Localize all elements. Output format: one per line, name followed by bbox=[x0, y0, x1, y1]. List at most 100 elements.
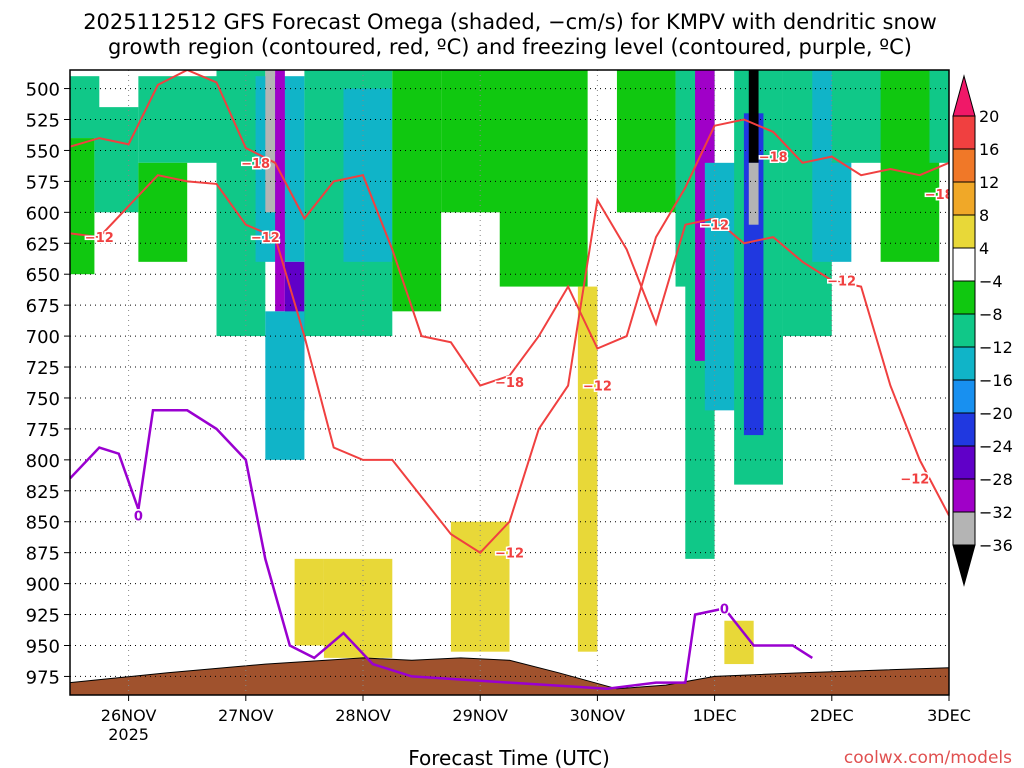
grid-layer bbox=[70, 70, 949, 695]
omega-cell-31 bbox=[323, 558, 393, 658]
label-minus12-e: −12 bbox=[700, 219, 729, 234]
x-tick-year-label: 2025 bbox=[108, 725, 149, 744]
y-tick-label-7: 675 bbox=[26, 296, 60, 317]
y-tick-label-14: 850 bbox=[26, 513, 60, 534]
credit-text: coolwx.com/models bbox=[844, 748, 1012, 768]
y-tick-label-11: 775 bbox=[26, 420, 60, 441]
colorbar-segment-11 bbox=[952, 478, 976, 513]
colorbar-top-arrow bbox=[952, 74, 976, 117]
omega-cell-29 bbox=[929, 70, 949, 163]
omega-cell-3 bbox=[138, 76, 217, 163]
colorbar-label-12: −32 bbox=[979, 503, 1013, 522]
omega-cell-7 bbox=[265, 70, 276, 213]
colorbar-label-1: 16 bbox=[979, 140, 999, 159]
y-tick-label-2: 550 bbox=[26, 141, 60, 162]
chart-title-line2: growth region (contoured, red, ºC) and f… bbox=[108, 35, 912, 59]
colorbar-label-8: −16 bbox=[979, 371, 1013, 390]
colorbar-segment-9 bbox=[952, 412, 976, 447]
x-tick-labels: 26NOV 27NOV 28NOV 29NOV 30NOV 1DEC 2DEC 3DEC 202… bbox=[101, 695, 971, 744]
colorbar-segment-3 bbox=[952, 214, 976, 249]
x-tick-label-0: 26NOV bbox=[101, 706, 157, 725]
colorbar-segment-6 bbox=[952, 313, 976, 348]
dgz-minus12-contour bbox=[70, 174, 949, 554]
colorbar-label-4: 4 bbox=[979, 239, 989, 258]
freezing-level-contour bbox=[70, 409, 813, 691]
x-tick-label-3: 29NOV bbox=[452, 706, 508, 725]
label-minus18-c: −18 bbox=[759, 151, 788, 166]
label-freezing-b: 0 bbox=[720, 602, 729, 617]
terrain-layer bbox=[70, 657, 949, 695]
y-tick-label-18: 950 bbox=[26, 636, 60, 657]
y-tick-label-9: 725 bbox=[26, 358, 60, 379]
label-minus12-a: −12 bbox=[85, 231, 114, 246]
omega-cell-13 bbox=[392, 70, 442, 312]
colorbar-label-9: −20 bbox=[979, 404, 1013, 423]
x-tick-label-1: 27NOV bbox=[218, 706, 274, 725]
omega-cell-10 bbox=[265, 311, 305, 460]
colorbar-label-5: −4 bbox=[979, 272, 1003, 291]
omega-cell-23 bbox=[748, 70, 759, 163]
omega-cell-32 bbox=[450, 521, 510, 652]
colorbar: 20 16 12 8 4 −4 −8 −12 −16 −20 −24 −28 −32 −36 bbox=[952, 74, 1013, 587]
chart-title-line1: 2025112512 GFS Forecast Omega (shaded, −… bbox=[83, 10, 937, 34]
colorbar-segment-0 bbox=[952, 115, 976, 150]
y-tick-label-5: 625 bbox=[26, 234, 60, 255]
omega-cell-1 bbox=[70, 138, 95, 275]
y-tick-label-16: 900 bbox=[26, 575, 60, 596]
colorbar-segment-12 bbox=[952, 511, 976, 546]
x-tick-label-7: 3DEC bbox=[927, 706, 971, 725]
y-tick-label-15: 875 bbox=[26, 544, 60, 565]
x-tick-label-6: 2DEC bbox=[810, 706, 854, 725]
omega-cell-16 bbox=[616, 70, 676, 213]
label-minus12-g: −12 bbox=[900, 472, 929, 487]
y-tick-label-19: 975 bbox=[26, 667, 60, 688]
x-tick-label-5: 1DEC bbox=[693, 706, 737, 725]
y-tick-labels: 500 525 550 575 600 625 650 675 700 725 750 775 800 8… bbox=[26, 80, 70, 688]
colorbar-label-13: −36 bbox=[979, 536, 1013, 555]
label-minus18-a: −18 bbox=[241, 157, 270, 172]
omega-cell-33 bbox=[577, 286, 598, 652]
y-tick-label-3: 575 bbox=[26, 172, 60, 193]
colorbar-segment-8 bbox=[952, 379, 976, 414]
x-tick-label-4: 30NOV bbox=[570, 706, 626, 725]
label-minus12-f: −12 bbox=[827, 274, 856, 289]
y-tick-label-4: 600 bbox=[26, 203, 60, 224]
omega-cell-30 bbox=[294, 558, 324, 646]
y-tick-label-12: 800 bbox=[26, 451, 60, 472]
y-tick-label-13: 825 bbox=[26, 482, 60, 503]
x-tick-label-2: 28NOV bbox=[335, 706, 391, 725]
label-minus18-d: −18 bbox=[925, 188, 954, 203]
y-tick-label-10: 750 bbox=[26, 389, 60, 410]
colorbar-label-0: 20 bbox=[979, 107, 999, 126]
omega-cell-2 bbox=[94, 107, 139, 213]
colorbar-label-3: 8 bbox=[979, 206, 989, 225]
label-freezing-a: 0 bbox=[134, 510, 143, 525]
plot-frame bbox=[69, 69, 950, 696]
colorbar-label-2: 12 bbox=[979, 173, 999, 192]
label-minus18-b: −18 bbox=[495, 376, 524, 391]
omega-cell-12 bbox=[343, 88, 393, 262]
colorbar-segment-2 bbox=[952, 181, 976, 216]
x-axis-label: Forecast Time (UTC) bbox=[408, 746, 610, 768]
dgz-minus18-contour bbox=[70, 70, 949, 387]
y-tick-label-8: 700 bbox=[26, 327, 60, 348]
colorbar-segment-4 bbox=[952, 247, 976, 282]
y-tick-label-1: 525 bbox=[26, 111, 60, 132]
label-minus12-c: −12 bbox=[495, 547, 524, 562]
label-minus12-d: −12 bbox=[583, 380, 612, 395]
colorbar-label-11: −28 bbox=[979, 470, 1013, 489]
omega-cell-8 bbox=[275, 70, 285, 312]
label-minus12-b: −12 bbox=[251, 231, 280, 246]
y-tick-label-6: 650 bbox=[26, 265, 60, 286]
omega-cell-15 bbox=[499, 70, 588, 287]
colorbar-label-6: −8 bbox=[979, 305, 1003, 324]
y-tick-label-17: 925 bbox=[26, 606, 60, 627]
colorbar-segment-10 bbox=[952, 445, 976, 480]
omega-cell-24 bbox=[748, 162, 759, 225]
colorbar-segment-5 bbox=[952, 280, 976, 315]
colorbar-segment-1 bbox=[952, 148, 976, 183]
colorbar-segment-7 bbox=[952, 346, 976, 381]
colorbar-bottom-arrow bbox=[952, 544, 976, 587]
colorbar-label-7: −12 bbox=[979, 338, 1013, 357]
